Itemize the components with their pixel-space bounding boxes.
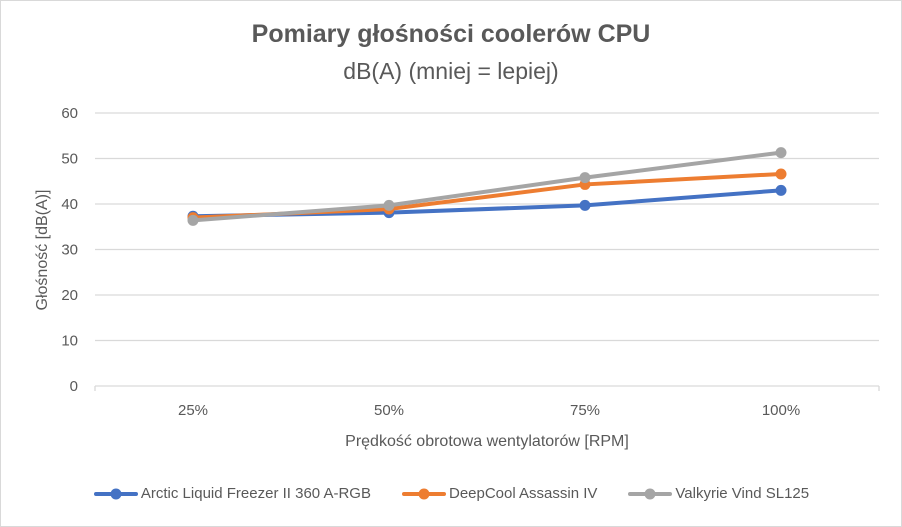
- legend-marker: [110, 488, 122, 499]
- chart-subtitle: dB(A) (mniej = lepiej): [343, 58, 559, 84]
- x-tick-label: 75%: [570, 402, 600, 419]
- y-tick-label: 60: [61, 105, 78, 122]
- legend-item: Valkyrie Vind SL125: [627, 485, 809, 502]
- y-tick-label: 40: [61, 196, 78, 213]
- chart-title: Pomiary głośności coolerów CPU: [251, 20, 651, 48]
- data-point: [775, 147, 787, 159]
- series-2: [187, 147, 787, 226]
- y-tick-label: 10: [61, 333, 78, 350]
- y-tick-label: 0: [70, 378, 78, 395]
- data-point: [579, 172, 591, 184]
- legend-label: Arctic Liquid Freezer II 360 A-RGB: [140, 485, 371, 502]
- data-point: [579, 199, 591, 211]
- legend-label: Valkyrie Vind SL125: [675, 485, 810, 502]
- legend-swatch: [628, 488, 673, 499]
- legend-label: DeepCool Assassin IV: [448, 485, 598, 502]
- x-tick-label: 25%: [178, 402, 208, 419]
- legend-marker: [644, 488, 656, 499]
- data-point: [775, 168, 787, 180]
- series-line: [191, 150, 783, 223]
- x-tick-label: 100%: [762, 402, 800, 419]
- legend-marker: [418, 488, 430, 499]
- data-point: [187, 214, 199, 226]
- legend-swatch: [401, 488, 446, 499]
- legend-swatch: [93, 488, 138, 499]
- y-tick-label: 20: [61, 287, 78, 304]
- legend-item: DeepCool Assassin IV: [401, 485, 597, 502]
- x-axis-label: Prędkość obrotowa wentylatorów [RPM]: [345, 433, 629, 450]
- legend: Arctic Liquid Freezer II 360 A-RGB DeepCo…: [0, 485, 902, 502]
- data-point: [383, 199, 395, 211]
- y-tick-label: 50: [61, 151, 78, 168]
- data-point: [775, 184, 787, 196]
- legend-item: Arctic Liquid Freezer II 360 A-RGB: [93, 485, 371, 502]
- y-tick-label: 30: [61, 242, 78, 259]
- x-tick-label: 50%: [374, 402, 404, 419]
- y-axis-label: Głośność [dB(A)]: [34, 190, 51, 311]
